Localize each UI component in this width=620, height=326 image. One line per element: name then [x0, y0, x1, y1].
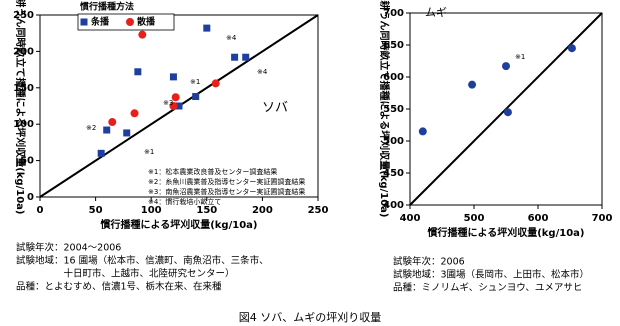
legend-marker [80, 18, 88, 26]
annotation: ※1 [515, 53, 525, 61]
x-tick-label: 400 [400, 213, 421, 224]
point [175, 102, 183, 110]
point [211, 79, 220, 88]
legend-title: 慣行播種方法 [79, 1, 134, 13]
info-text: 試験地域：3圃場（長岡市、上田市、松本市） [393, 269, 589, 281]
y-tick-label: 500 [383, 136, 404, 147]
y-axis-label: 耕うん同時畝立て播種による坪刈収量(kg/10a) [378, 1, 391, 218]
annotation: ※1 [190, 78, 200, 86]
y-tick-label: 150 [13, 83, 34, 94]
note: ※2：糸魚川農業普及指導センター実証圃調査結果 [148, 177, 305, 186]
y-axis-label: 耕うん同時畝立て播種による坪刈収量(kg/10a) [14, 0, 27, 214]
point [130, 109, 139, 118]
note: ※1：松本農業改良普及センター調査結果 [148, 167, 277, 176]
x-tick-label: 700 [592, 213, 613, 224]
y-tick-label: 250 [13, 10, 34, 21]
info-text: 十日町市、上越市、北陸研究センター） [16, 268, 235, 280]
x-axis-label: 慣行播種による坪刈収量(kg/10a) [100, 218, 258, 231]
y-tick-label: 450 [383, 168, 404, 179]
x-tick-label: 150 [196, 205, 217, 216]
x-tick-label: 250 [308, 205, 329, 216]
point [242, 53, 250, 61]
info-text: 品種：ミノリムギ、シュンヨウ、ユメアサヒ [393, 283, 582, 294]
note: ※3：南魚沼農業普及指導センター実証圃調査結果 [148, 187, 305, 196]
annotation: ※4 [226, 34, 237, 42]
point [123, 129, 131, 137]
info-text: 品種：とよむすめ、信濃1号、栃木在来、在来種 [16, 281, 222, 293]
chart-title: ソバ [262, 101, 288, 116]
point [103, 126, 111, 134]
y-tick-label: 200 [13, 46, 34, 57]
annotation: ※2 [86, 124, 96, 132]
x-tick-label: 500 [464, 213, 485, 224]
y-tick-label: 0 [27, 192, 34, 203]
x-axis-label: 慣行播種による坪刈収量(kg/10a) [427, 226, 585, 239]
info-text: 試験地域：16 圃場（松本市、信濃町、南魚沼市、三条市、 [16, 255, 269, 267]
annotation: ※4 [257, 68, 268, 76]
point [567, 44, 576, 53]
point [192, 93, 200, 101]
x-tick-label: 0 [37, 205, 44, 216]
point [502, 62, 510, 71]
annotation: ※3 [163, 99, 173, 107]
point [169, 102, 178, 110]
chart-title: ムギ [425, 6, 447, 19]
y-tick-label: 400 [383, 200, 404, 211]
y-tick-label: 600 [383, 72, 404, 83]
point [108, 118, 117, 127]
y-tick-label: 550 [383, 104, 404, 115]
legend-label: 条播 [90, 16, 110, 28]
point [97, 149, 105, 157]
x-tick-label: 100 [141, 205, 162, 216]
caption: 図4 ソバ、ムギの坪刈り収量 [239, 311, 382, 324]
x-tick-label: 50 [89, 205, 103, 216]
point [138, 30, 147, 39]
annotation: ※1 [144, 148, 154, 156]
info-text: 試験年次：2006 [393, 256, 465, 268]
y-tick-label: 50 [20, 156, 34, 167]
point [503, 108, 512, 117]
info-text: 試験年次：2004～2006 [16, 242, 121, 254]
legend-label: 散播 [137, 16, 156, 28]
x-tick-label: 200 [252, 205, 273, 216]
point [134, 68, 142, 76]
plot-frame [39, 14, 319, 198]
point [171, 93, 180, 102]
y-tick-label: 100 [13, 119, 34, 130]
point [203, 24, 211, 32]
point [418, 127, 427, 136]
point [169, 73, 177, 81]
y-tick-label: 700 [383, 8, 404, 19]
x-tick-label: 600 [528, 213, 549, 224]
y-tick-label: 650 [383, 40, 404, 51]
note: ※4：慣行栽培小畝立て [148, 197, 221, 206]
point [468, 80, 477, 89]
point [231, 53, 239, 61]
legend-marker [126, 18, 134, 26]
